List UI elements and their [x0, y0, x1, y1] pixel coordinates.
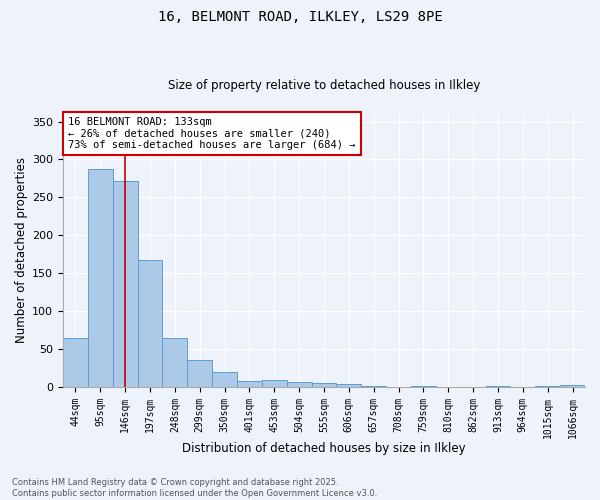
Bar [361, 386, 386, 387]
Text: 16 BELMONT ROAD: 133sqm
← 26% of detached houses are smaller (240)
73% of semi-d: 16 BELMONT ROAD: 133sqm ← 26% of detache… [68, 116, 356, 150]
Bar [187, 360, 212, 387]
Bar [163, 338, 187, 387]
Bar [560, 386, 585, 387]
Bar [137, 260, 163, 387]
Y-axis label: Number of detached properties: Number of detached properties [15, 158, 28, 344]
Bar [88, 170, 113, 387]
Bar [212, 372, 237, 387]
Bar [337, 384, 361, 387]
X-axis label: Distribution of detached houses by size in Ilkley: Distribution of detached houses by size … [182, 442, 466, 455]
Text: Contains HM Land Registry data © Crown copyright and database right 2025.
Contai: Contains HM Land Registry data © Crown c… [12, 478, 377, 498]
Bar [311, 383, 337, 387]
Bar [287, 382, 311, 387]
Bar [411, 386, 436, 387]
Bar [63, 338, 88, 387]
Bar [485, 386, 511, 387]
Text: 16, BELMONT ROAD, ILKLEY, LS29 8PE: 16, BELMONT ROAD, ILKLEY, LS29 8PE [158, 10, 442, 24]
Bar [113, 180, 137, 387]
Bar [535, 386, 560, 387]
Bar [237, 381, 262, 387]
Title: Size of property relative to detached houses in Ilkley: Size of property relative to detached ho… [168, 79, 480, 92]
Bar [262, 380, 287, 387]
